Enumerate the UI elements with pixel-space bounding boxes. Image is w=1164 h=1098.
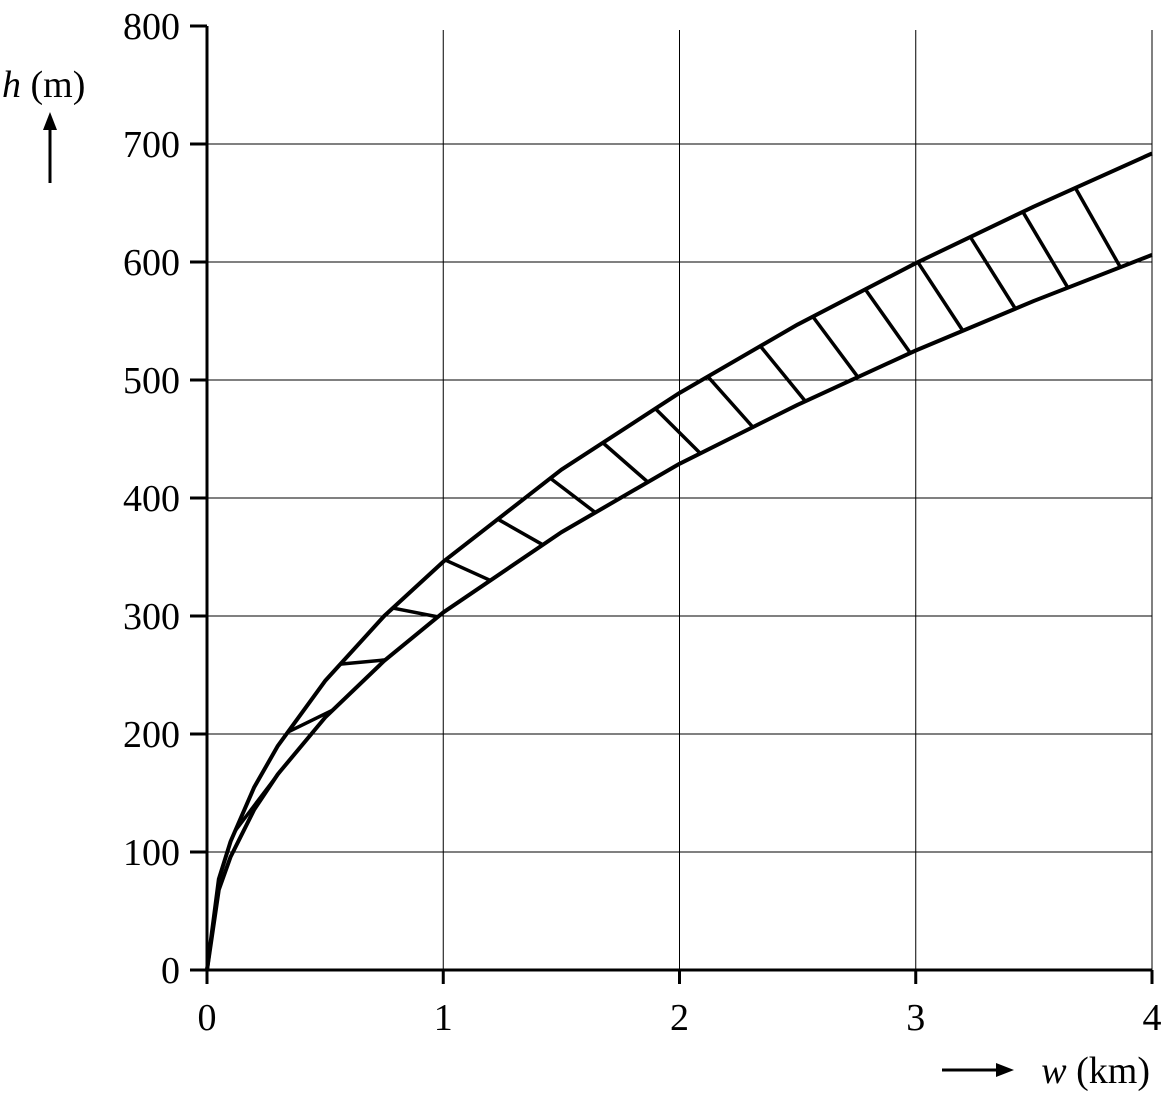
hatch-line bbox=[654, 407, 702, 455]
hatch-line bbox=[863, 288, 912, 354]
x-tick-label: 1 bbox=[434, 997, 453, 1039]
hatch-line bbox=[601, 441, 650, 484]
y-axis-label: h (m) bbox=[2, 64, 85, 106]
y-label-unit: (m) bbox=[31, 64, 86, 106]
x-tick-label: 0 bbox=[198, 997, 217, 1039]
hatch-line bbox=[392, 606, 439, 619]
hatch-line bbox=[706, 375, 755, 429]
y-tick-label: 200 bbox=[123, 714, 180, 756]
y-tick-label: 500 bbox=[123, 360, 180, 402]
curve bbox=[205, 253, 1153, 971]
hatch-line bbox=[287, 708, 334, 734]
y-tick-label: 300 bbox=[123, 596, 180, 638]
hatch-line bbox=[496, 517, 544, 547]
x-label-var: w bbox=[1041, 1050, 1067, 1092]
y-tick-label: 800 bbox=[123, 6, 180, 48]
y-arrowhead bbox=[43, 112, 57, 130]
hatch-line bbox=[968, 236, 1017, 310]
y-tick-label: 600 bbox=[123, 242, 180, 284]
x-arrowhead bbox=[996, 1063, 1014, 1077]
y-tick-label: 700 bbox=[123, 124, 180, 166]
y-tick-label: 400 bbox=[123, 478, 180, 520]
hatch-line bbox=[916, 261, 965, 332]
y-label-var: h bbox=[2, 64, 21, 106]
hatch-line bbox=[811, 315, 860, 379]
y-tick-label: 100 bbox=[123, 832, 180, 874]
x-tick-label: 2 bbox=[670, 997, 689, 1039]
hatch-line bbox=[340, 658, 386, 666]
x-label-unit: (km) bbox=[1076, 1050, 1150, 1092]
curve bbox=[205, 151, 1153, 971]
hatch-line bbox=[549, 476, 597, 514]
hatch-line bbox=[444, 558, 492, 583]
hatch-line bbox=[1021, 210, 1070, 289]
hatch-line bbox=[1073, 187, 1122, 269]
hatch-line bbox=[758, 345, 807, 403]
x-axis-label: w (km) bbox=[1041, 1050, 1150, 1092]
y-tick-label: 0 bbox=[161, 950, 180, 992]
x-tick-label: 4 bbox=[1143, 997, 1162, 1039]
x-tick-label: 3 bbox=[906, 997, 925, 1039]
